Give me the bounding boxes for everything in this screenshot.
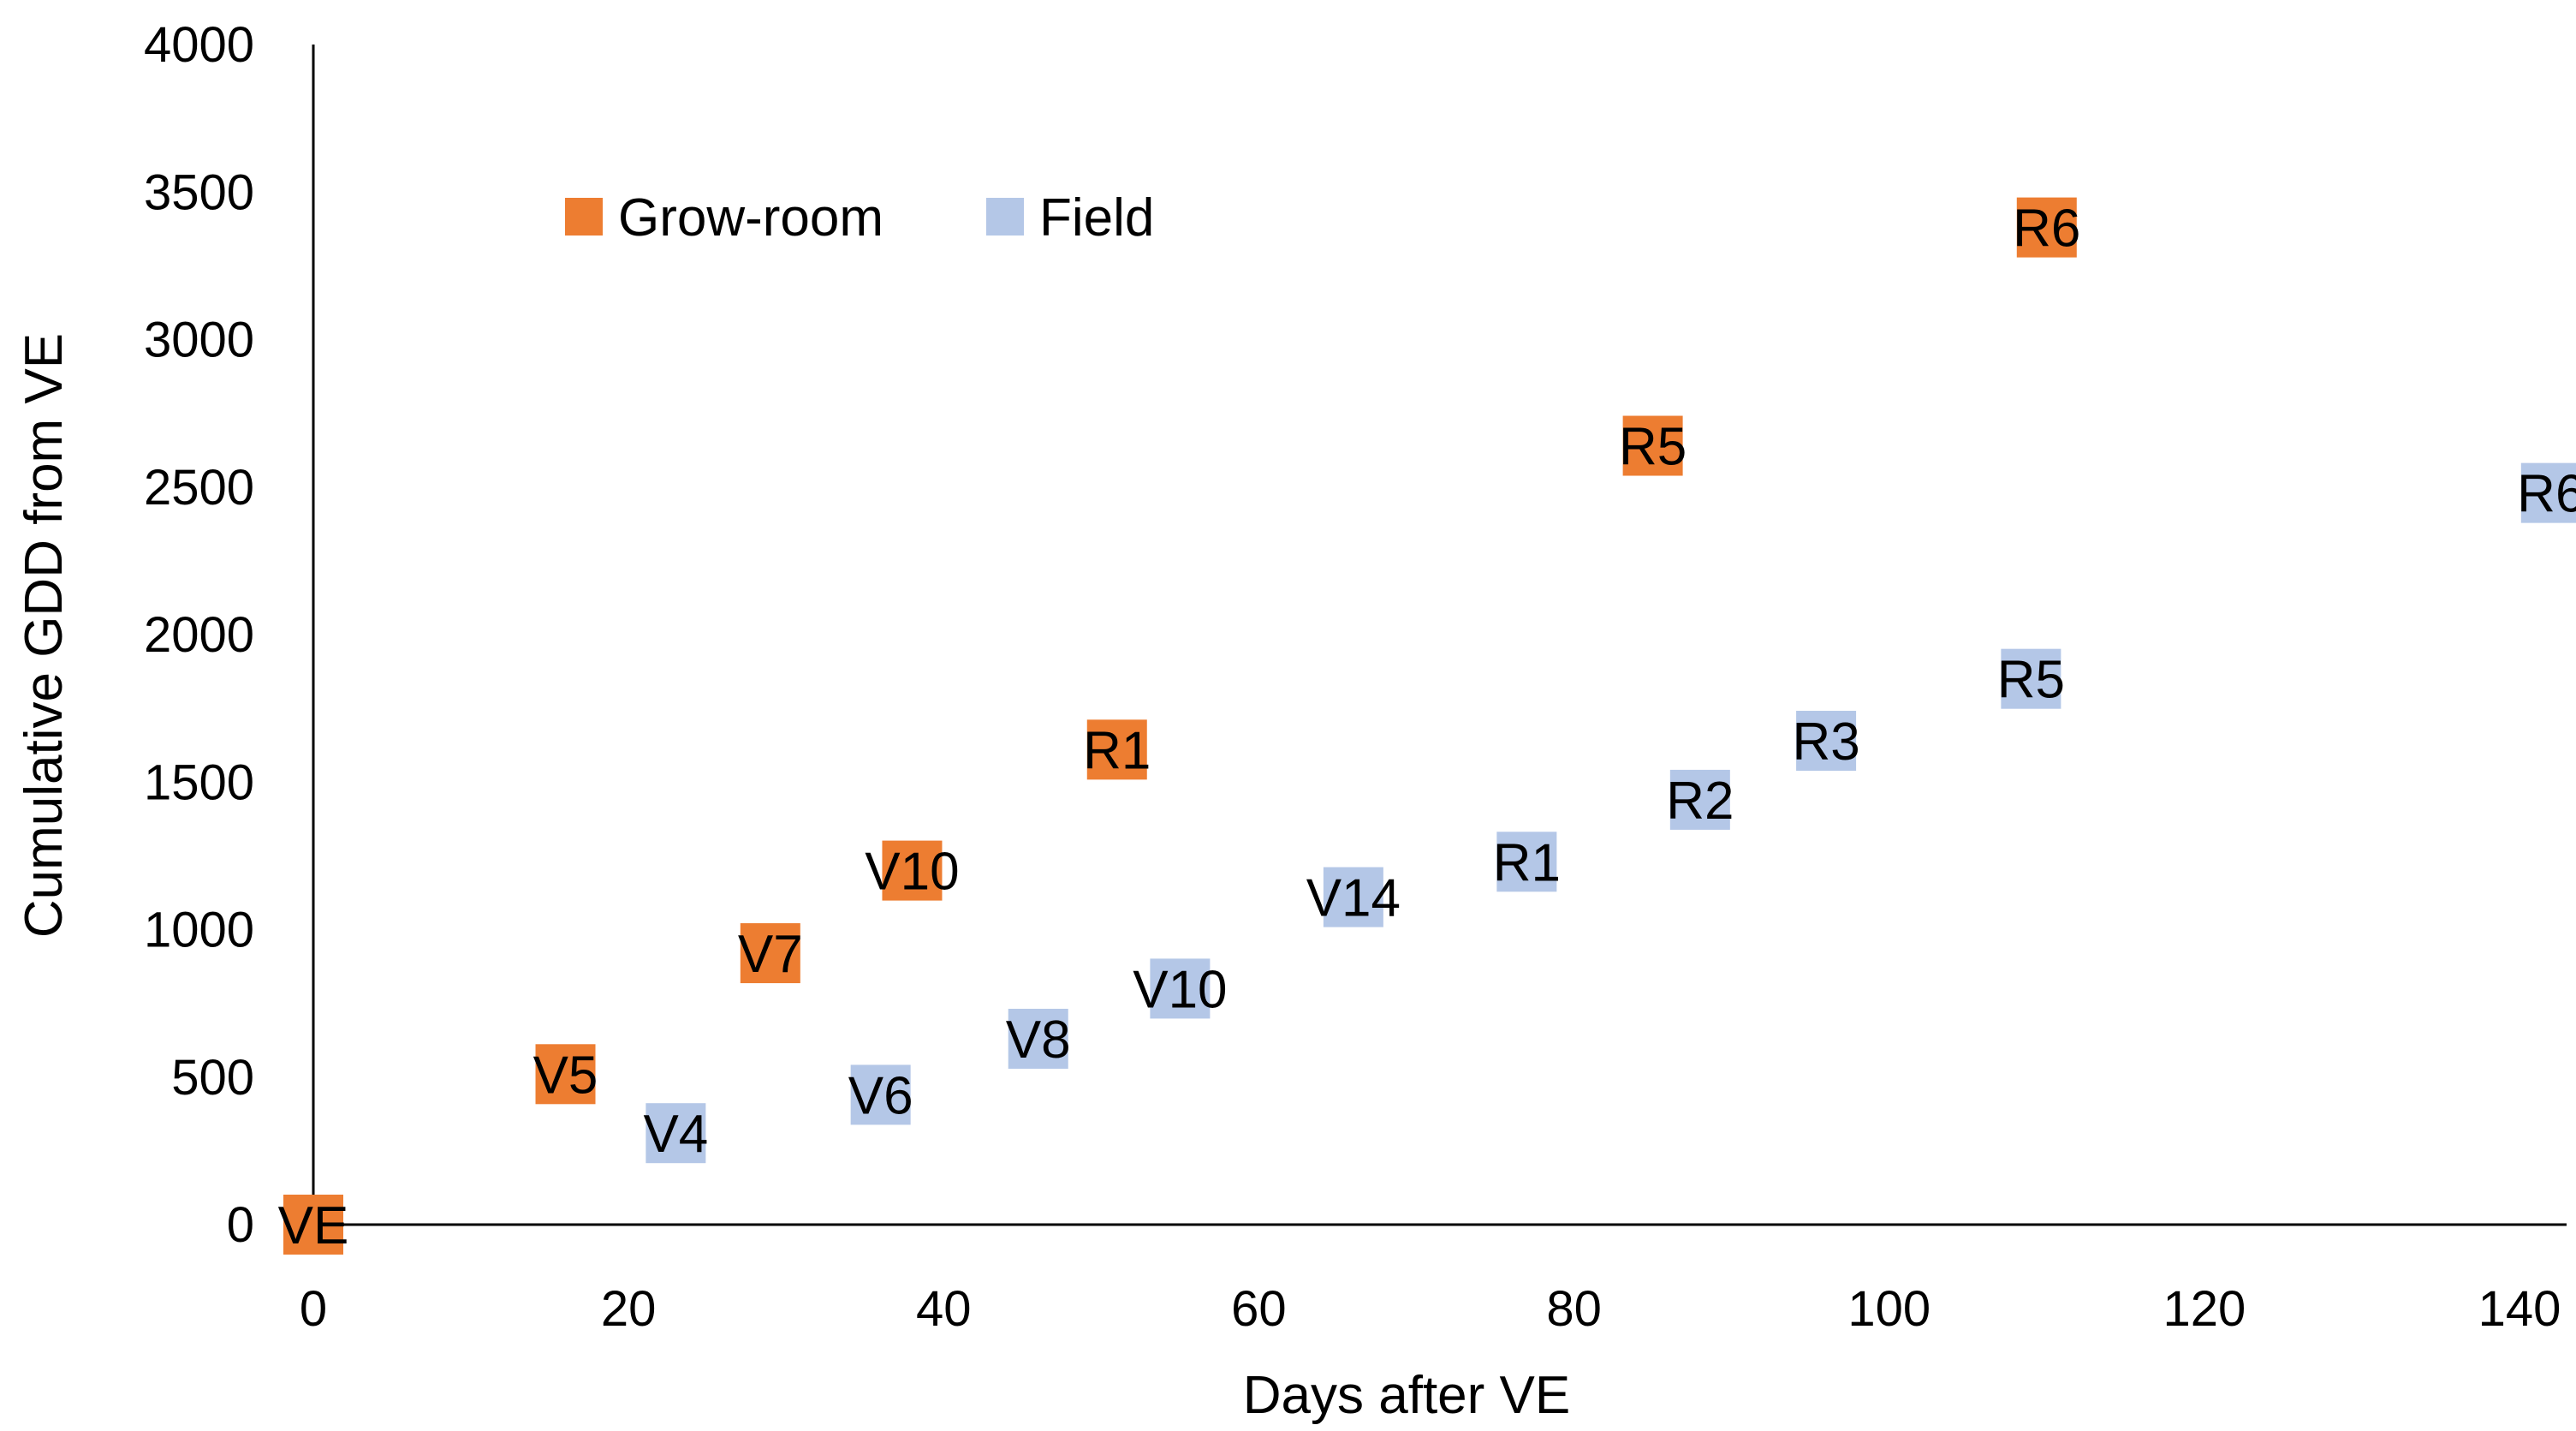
x-tick-label: 100 [1847,1281,1931,1337]
x-tick-label: 40 [916,1281,972,1337]
grow-room-marker [535,1044,596,1105]
field-point-label: V6 [848,1066,913,1125]
field-marker [1008,1008,1068,1069]
grow-room-point-label: V5 [533,1046,598,1105]
data-points: VE V5 V7 V10 R1 R5 R6 V4 V6 V8 V10 V14 R1 R2 R3 R5 R6 [278,197,2576,1255]
grow-room-point-label: V7 [738,925,803,984]
y-tick-label: 1500 [144,754,254,810]
field-marker [2001,648,2061,709]
y-tick-label: 1000 [144,903,254,958]
field-point-label: R5 [1997,651,2065,710]
legend-label-grow-room: Grow-room [618,188,883,247]
grow-room-marker [740,923,800,984]
grow-room-point-label: R5 [1619,418,1687,477]
y-tick-label: 2000 [144,607,254,663]
field-marker [1323,867,1383,927]
grow-room-marker [283,1195,343,1255]
y-tick-label: 0 [227,1197,254,1253]
field-point-label: V14 [1306,869,1401,928]
field-point-label: V8 [1006,1011,1071,1070]
x-tick-label: 20 [601,1281,657,1337]
field-marker [850,1064,911,1125]
grow-room-marker [2016,197,2077,258]
field-marker [1496,832,1557,892]
field-point-label: R6 [2517,465,2576,524]
grow-room-point-label: R6 [2013,200,2080,259]
field-marker [1796,711,1857,772]
field-marker [2520,462,2576,523]
field-point-label: V10 [1133,960,1227,1019]
field-point-label: R2 [1666,772,1734,831]
field-point-label: R3 [1792,713,1859,772]
grow-room-point-label: V10 [865,843,959,902]
grow-room-marker [1622,415,1683,476]
legend-label-field: Field [1039,188,1154,247]
legend-swatch-grow-room [565,198,603,236]
field-marker [1669,769,1730,830]
x-tick-label: 0 [300,1281,327,1337]
x-tick-label: 60 [1231,1281,1287,1337]
grow-room-point-label: R1 [1083,721,1151,780]
x-tick-label: 140 [2478,1281,2561,1337]
legend: Grow-room Field [565,188,1154,247]
y-tick-label: 500 [171,1050,254,1106]
y-tick-label: 3000 [144,313,254,368]
field-point-label: R1 [1493,833,1561,892]
x-axis-ticks: 0 20 40 60 80 100 120 140 [300,1281,2561,1337]
x-tick-label: 120 [2163,1281,2246,1337]
grow-room-point-label: VE [278,1196,349,1255]
field-point-label: V4 [643,1105,708,1164]
y-axis-ticks: 0 500 1000 1500 2000 2500 3000 3500 4000 [144,17,254,1253]
y-tick-label: 4000 [144,17,254,73]
legend-swatch-field [986,198,1024,236]
grow-room-marker [882,840,943,901]
y-axis-title: Cumulative GDD from VE [15,333,74,938]
y-tick-label: 2500 [144,460,254,516]
x-tick-label: 80 [1546,1281,1602,1337]
field-marker [1150,958,1211,1019]
grow-room-marker [1086,719,1147,780]
field-marker [645,1103,706,1164]
x-axis-title: Days after VE [1243,1366,1570,1425]
y-tick-label: 3500 [144,164,254,220]
